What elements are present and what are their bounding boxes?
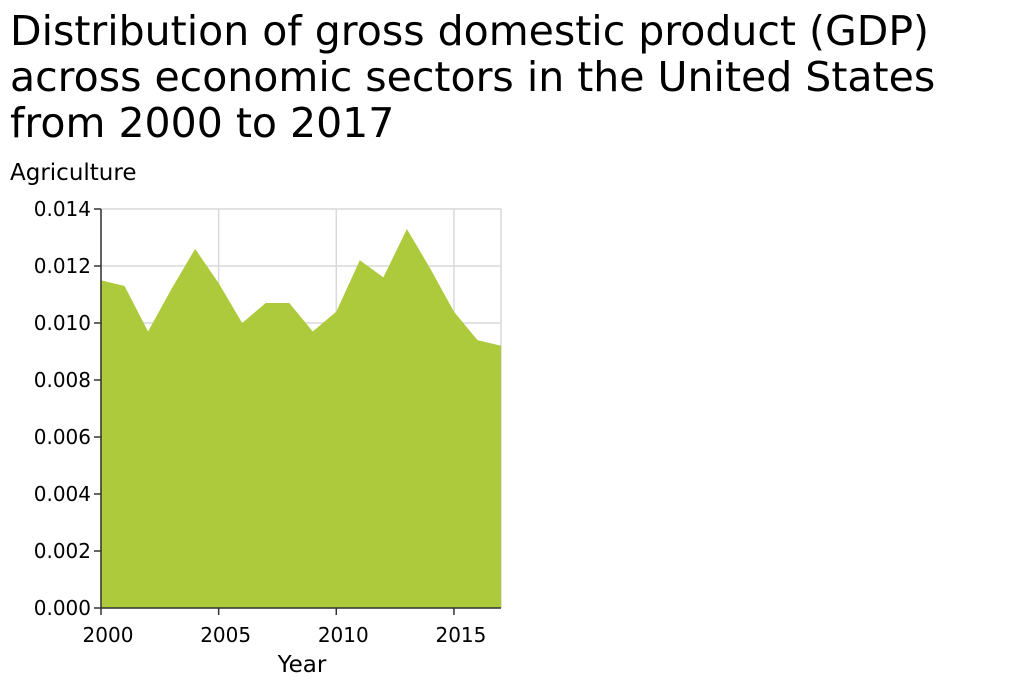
- y-tick-label: 0.010: [34, 311, 91, 335]
- y-tick-label: 0.006: [34, 425, 91, 449]
- x-tick-label: 2005: [200, 623, 251, 647]
- y-axis-label: Agriculture: [10, 160, 137, 186]
- y-tick-label: 0.012: [34, 254, 91, 278]
- x-axis-label: Year: [277, 652, 327, 678]
- x-tick-label: 2000: [83, 623, 134, 647]
- plot-area: [101, 228, 501, 608]
- x-tick-label: 2010: [318, 623, 369, 647]
- area-series-agriculture: [101, 228, 501, 608]
- y-tick-label: 0.004: [34, 482, 91, 506]
- y-tick-label: 0.000: [34, 596, 91, 620]
- chart-title: Distribution of gross domestic product (…: [10, 7, 936, 147]
- y-tick-label: 0.008: [34, 368, 91, 392]
- x-tick-label: 2015: [435, 623, 486, 647]
- y-tick-label: 0.014: [34, 197, 91, 221]
- y-tick-label: 0.002: [34, 539, 91, 563]
- axes: 0.000 0.002 0.004 0.006 0.008 0.010 0.012 0.014…: [34, 197, 501, 647]
